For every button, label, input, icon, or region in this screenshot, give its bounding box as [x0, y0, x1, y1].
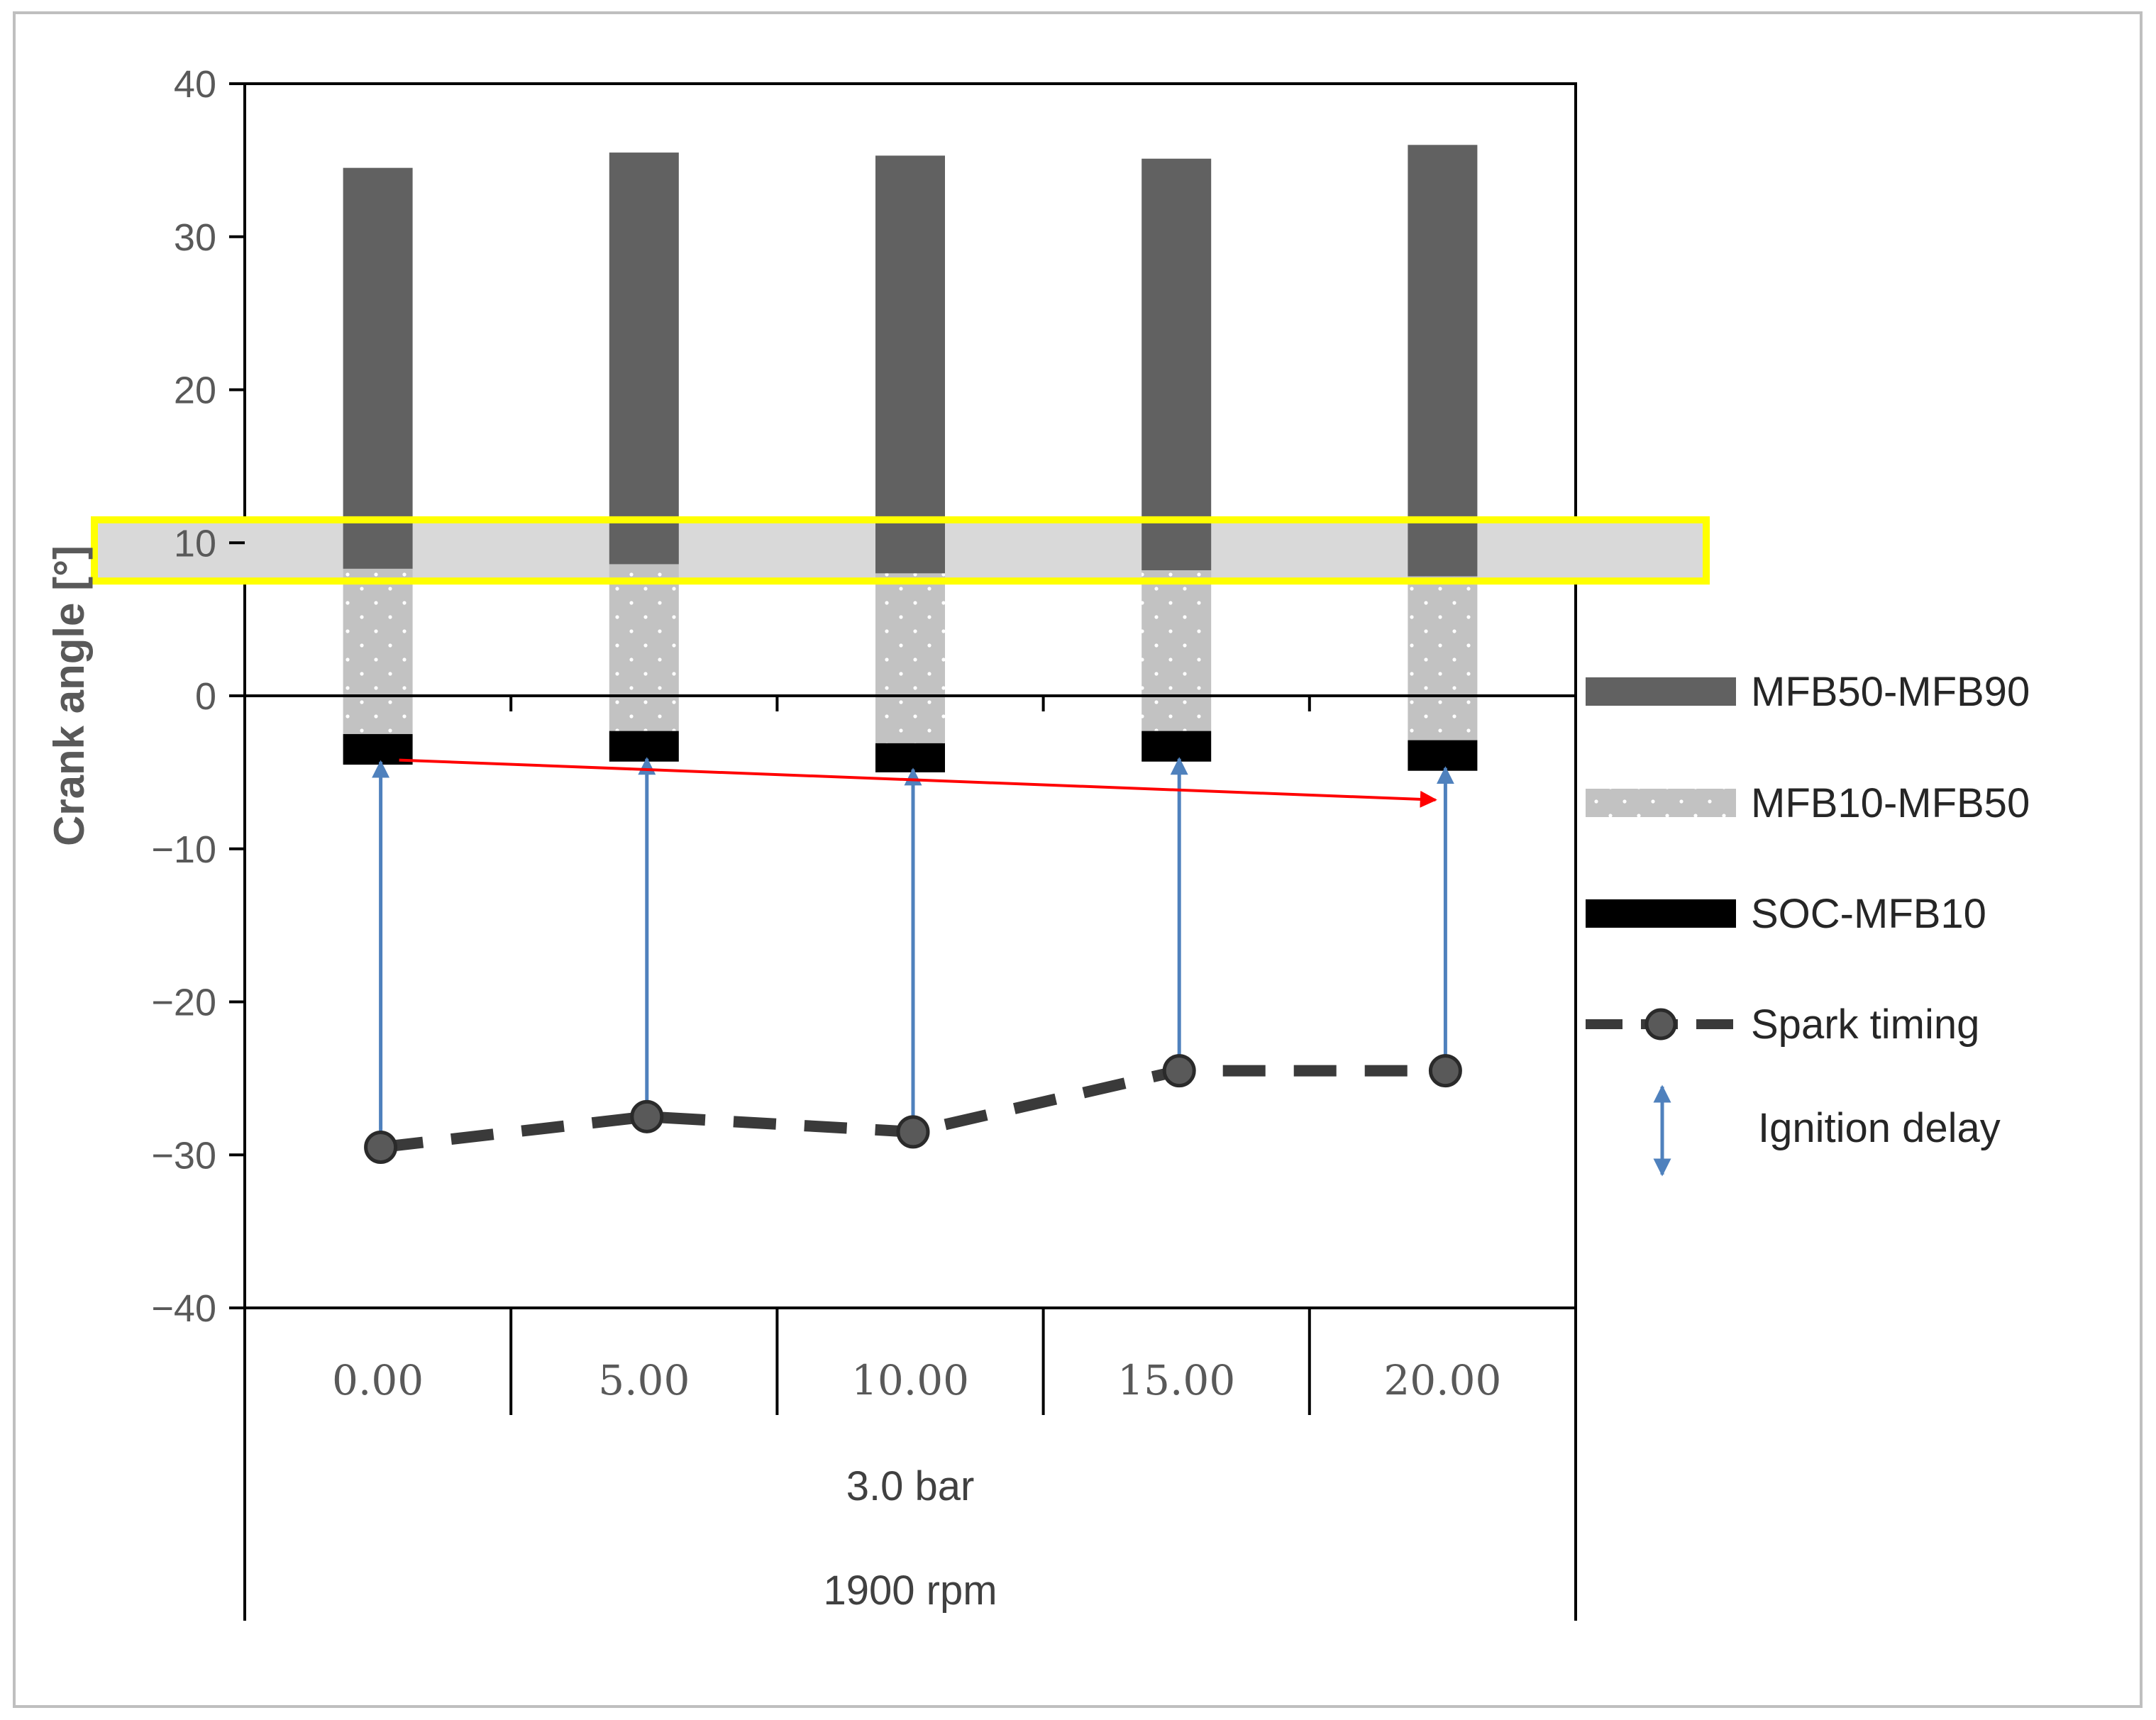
legend-swatch-mfb10-mfb50	[1586, 789, 1736, 817]
group-label-pressure: 3.0 bar	[846, 1463, 975, 1509]
legend-label-soc-mfb10: SOC-MFB10	[1751, 891, 1986, 937]
spark-timing-point-3	[1162, 1054, 1196, 1088]
legend-label-mfb10-mfb50: MFB10-MFB50	[1751, 780, 2030, 826]
annotation-layer	[91, 516, 1710, 1159]
group-label-speed: 1900 rpm	[823, 1568, 997, 1614]
bar-mfb10-mfb50-4	[1408, 576, 1478, 740]
category-axis-box	[243, 1308, 1577, 1621]
chart-outer-frame	[13, 11, 2143, 1708]
legend-swatch-soc-mfb10	[1586, 899, 1736, 928]
highlight-band-border	[91, 516, 1710, 585]
bar-mfb50-mfb90-0	[343, 167, 413, 569]
bar-soc-mfb10-2	[875, 743, 945, 772]
legend-label-ignition-delay: Ignition delay	[1758, 1105, 2001, 1151]
y-axis-label: Crank angle [°]	[45, 545, 93, 846]
legend-label-mfb50-mfb90: MFB50-MFB90	[1751, 669, 2030, 715]
bar-mfb50-mfb90-2	[875, 155, 945, 574]
spark-timing-point-2	[896, 1115, 930, 1149]
spark-timing-point-4	[1428, 1054, 1462, 1088]
bar-mfb10-mfb50-1	[609, 564, 679, 731]
bar-mfb50-mfb90-4	[1408, 145, 1478, 577]
y-tick-label-2: 20	[174, 370, 216, 412]
bar-soc-mfb10-3	[1141, 731, 1212, 762]
x-category-label-3: 15.00	[1117, 1356, 1235, 1404]
y-tick-label-5: −10	[151, 828, 216, 871]
bars-layer	[343, 145, 1478, 772]
x-category-label-0: 0.00	[332, 1356, 424, 1404]
y-tick-label-1: 30	[174, 216, 216, 259]
legend-label-spark-timing: Spark timing	[1751, 1002, 1979, 1048]
spark-timing-point-1	[630, 1099, 664, 1133]
y-tick-label-4: 0	[195, 675, 216, 718]
legend: MFB50-MFB90 MFB10-MFB50 SOC-MFB10 Spark …	[1586, 669, 2030, 1177]
bar-mfb10-mfb50-2	[875, 573, 945, 743]
spark-timing-point-0	[364, 1130, 398, 1164]
legend-swatch-mfb50-mfb90	[1586, 677, 1736, 706]
bar-soc-mfb10-1	[609, 731, 679, 762]
y-tick-label-8: −40	[151, 1287, 216, 1330]
x-category-label-4: 20.00	[1383, 1356, 1501, 1404]
bar-soc-mfb10-4	[1408, 740, 1478, 771]
y-tick-label-3: 10	[174, 522, 216, 565]
x-category-label-1: 5.00	[598, 1356, 690, 1404]
x-axis-category-labels: 0.00 5.00 10.00 15.00 20.00	[332, 1356, 1501, 1404]
y-tick-label-7: −30	[151, 1134, 216, 1177]
x-category-label-2: 10.00	[851, 1356, 969, 1404]
trend-arrow	[399, 758, 1437, 808]
bar-mfb10-mfb50-3	[1141, 570, 1212, 731]
legend-swatch-spark-marker	[1644, 1008, 1677, 1041]
zero-axis-line	[243, 694, 1577, 711]
bar-mfb10-mfb50-0	[343, 568, 413, 734]
y-tick-label-6: −20	[151, 982, 216, 1024]
y-axis-ticks: 40 30 20 10 0 −10 −20 −30 −40	[151, 63, 245, 1330]
y-tick-label-0: 40	[174, 63, 216, 106]
bar-mfb50-mfb90-1	[609, 152, 679, 565]
spark-timing-layer	[364, 1054, 1462, 1164]
bar-mfb50-mfb90-3	[1141, 158, 1212, 571]
